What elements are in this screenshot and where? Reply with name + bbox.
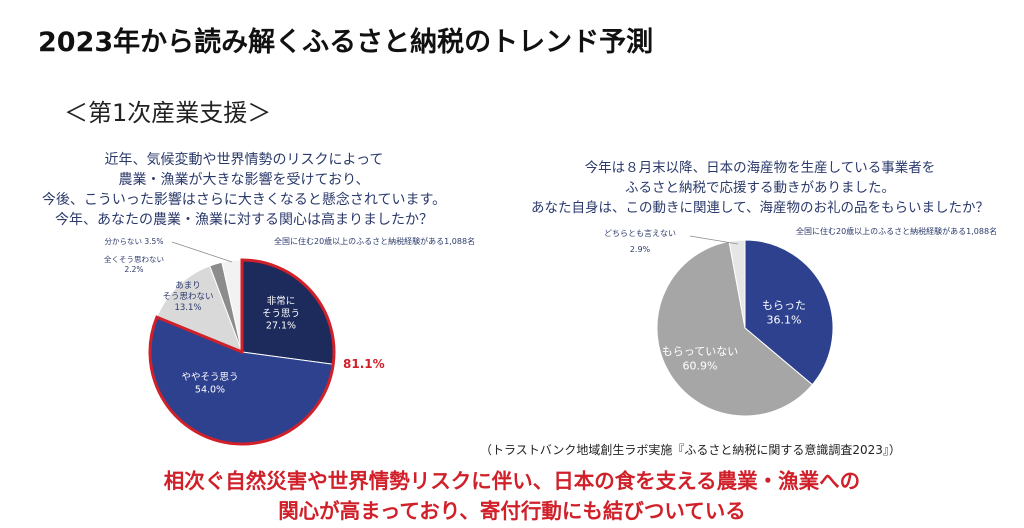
chart1-question: 近年、気候変動や世界情勢のリスクによって 農業・漁業が大きな影響を受けており、 … [0,150,488,230]
page-title: 2023年から読み解くふるさと納税のトレンド予測 [38,27,654,58]
chart1-highlight-outline [148,258,336,446]
chart1-question-line: 今年、あなたの農業・漁業に対する関心は高まりましたか？ [55,212,433,228]
conclusion-line: 関心が高まっており、寄付行動にも結びついている [278,499,746,523]
chart2-slice [744,239,834,386]
chart1-leader-line [171,241,233,263]
chart2-leader-line [689,235,739,245]
chart2-slice-label: もらっていない 60.9% [662,345,738,372]
chart1-highlight-label: 81.1% [343,357,385,371]
chart2-slice [728,239,746,329]
chart1-question-line: 農業・漁業が大きな影響を受けており、 [118,172,370,188]
chart2-question-line: 今年は８月末以降、日本の海産物を生産している事業者を [584,160,936,176]
chart1-slice [156,265,243,353]
chart2-question-line: ふるさと納税で応援する動きがありました。 [625,180,895,196]
chart2-slice-label: 2.9% [630,245,651,254]
chart1-question-line: 近年、気候変動や世界情勢のリスクによって [104,152,384,168]
chart1-slice-label: 全くそう思わない 2.2% [104,254,164,274]
chart1-slice-label: あまりそう思わない 13.1% [162,281,213,313]
chart2-slice-label: もらった 36.1% [762,299,806,326]
chart1-slice-label: ややそう思う 54.0% [181,372,238,395]
source-citation: （トラストバンク地域創生ラボ実施『ふるさと納税に関する意識調査2023』） [480,443,901,457]
chart1-slice-label: 分からない 3.5% [105,237,164,246]
chart1-sample-note: 全国に住む20歳以上のふるさと納税経験がある1,088名 [274,237,476,246]
conclusion-line: 相次ぐ自然災害や世界情勢リスクに伴い、日本の食を支える農業・漁業への [163,469,861,493]
chart2-slice-label: どちらとも言えない [604,228,676,238]
chart1-slice-label: 非常にそう思う 27.1% [262,295,300,332]
chart2-sample-note: 全国に住む20歳以上のふるさと納税経験がある1,088名 [796,227,998,236]
chart2-question: 今年は８月末以降、日本の海産物を生産している事業者を ふるさと納税で応援する動き… [500,158,1020,218]
chart2-question-line: あなた自身は、この動きに関連して、海産物のお礼の品をもらいましたか？ [531,200,989,216]
section-subtitle: ＜第1次産業支援＞ [64,99,272,127]
chart1-question-line: 今後、こういった影響はさらに大きくなると懸念されています。 [41,192,447,208]
chart2-slice [656,240,814,417]
